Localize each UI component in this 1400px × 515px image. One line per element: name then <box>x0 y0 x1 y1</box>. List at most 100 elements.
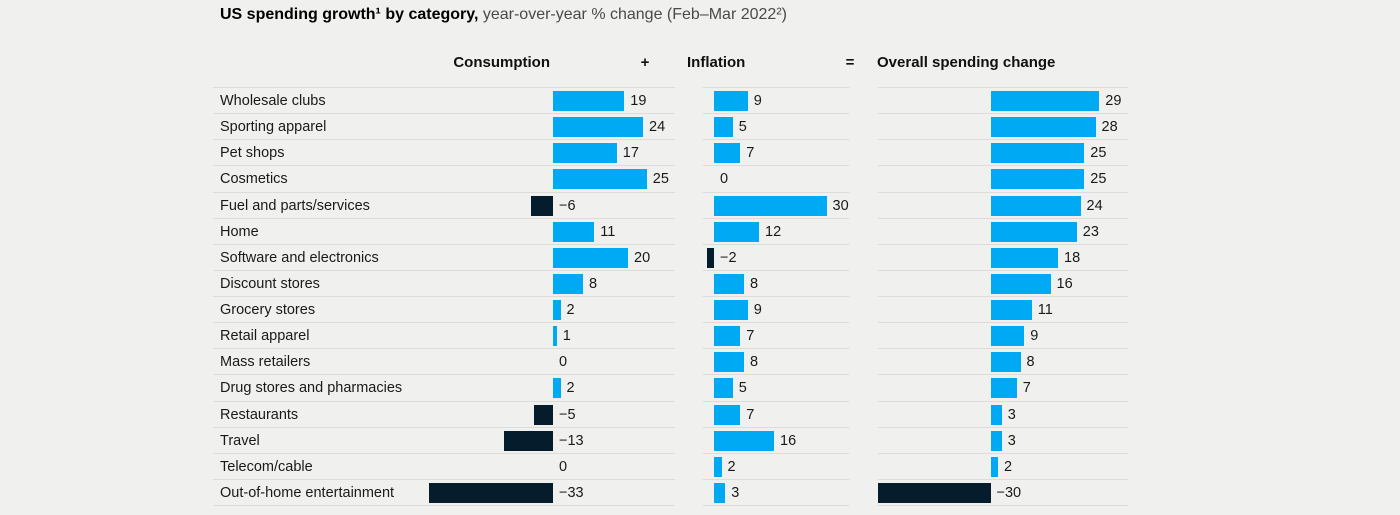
overall-row: 2 <box>878 454 1128 480</box>
consumption-bar <box>553 247 628 268</box>
inflation-row: 2 <box>703 454 849 480</box>
inflation-row: 9 <box>703 88 849 115</box>
category-label: Pet shops <box>220 145 285 162</box>
inflation-row: 3 <box>703 480 849 506</box>
overall-value-label: 29 <box>1105 93 1122 109</box>
consumption-value-label: −5 <box>559 406 576 423</box>
overall-row: 8 <box>878 349 1128 376</box>
inflation-bar <box>706 247 714 268</box>
consumption-bar <box>553 117 643 138</box>
consumption-row: Cosmetics 25 <box>213 166 675 193</box>
chart-title: US spending growth¹ by category, year-ov… <box>220 6 787 24</box>
consumption-row: Telecom/cable 0 <box>213 454 675 480</box>
inflation-value-label: 12 <box>765 223 782 240</box>
column-header-overall: Overall spending change <box>877 54 1056 71</box>
consumption-value-label: 0 <box>559 458 568 475</box>
inflation-bar-column: 9 5 7 0 30 12 −2 8 9 7 8 5 7 16 2 3 <box>703 87 849 506</box>
inflation-value-label: 3 <box>731 484 740 501</box>
consumption-row: Drug stores and pharmacies 2 <box>213 375 675 402</box>
inflation-value-label: 9 <box>753 93 762 109</box>
inflation-bar <box>714 221 759 242</box>
inflation-row: 0 <box>703 166 849 193</box>
inflation-row: −2 <box>703 245 849 271</box>
inflation-row: 16 <box>703 428 849 454</box>
inflation-row: 7 <box>703 323 849 350</box>
consumption-bar <box>553 143 617 164</box>
consumption-value-label: 24 <box>649 119 666 136</box>
consumption-value-label: 17 <box>622 145 639 162</box>
overall-bar <box>990 117 1096 138</box>
overall-row: 11 <box>878 297 1128 324</box>
overall-value-label: 2 <box>1004 458 1013 475</box>
inflation-bar <box>714 430 774 451</box>
inflation-value-label: 2 <box>727 458 736 475</box>
overall-bar <box>990 300 1032 320</box>
inflation-value-label: 7 <box>746 328 755 345</box>
overall-bar <box>990 91 1100 111</box>
plus-operator: + <box>640 54 650 71</box>
consumption-bar <box>553 326 557 347</box>
overall-value-label: 11 <box>1037 302 1053 318</box>
overall-row: −30 <box>878 480 1128 506</box>
inflation-row: 5 <box>703 375 849 402</box>
inflation-bar <box>714 326 741 347</box>
inflation-bar <box>714 404 741 425</box>
consumption-value-label: 2 <box>566 380 575 397</box>
overall-bar <box>990 456 998 477</box>
consumption-row: Out-of-home entertainment −33 <box>213 480 675 506</box>
inflation-value-label: 7 <box>746 406 755 423</box>
consumption-bar <box>553 91 625 111</box>
overall-value-label: −30 <box>996 484 1022 501</box>
overall-bar <box>990 404 1002 425</box>
overall-row: 3 <box>878 428 1128 454</box>
category-label: Restaurants <box>220 406 299 423</box>
category-label: Travel <box>220 432 260 449</box>
category-label: Software and electronics <box>220 249 379 266</box>
inflation-value-label: 5 <box>738 380 747 397</box>
consumption-bar <box>553 273 583 294</box>
consumption-row: Software and electronics 20 <box>213 245 675 271</box>
consumption-bar <box>530 195 553 216</box>
overall-bar <box>990 430 1002 451</box>
consumption-value-label: −33 <box>559 484 584 501</box>
overall-value-label: 7 <box>1022 380 1031 397</box>
inflation-value-label: 30 <box>832 197 849 214</box>
category-label: Wholesale clubs <box>220 93 326 109</box>
consumption-row: Home 11 <box>213 219 675 245</box>
consumption-bar <box>429 482 553 503</box>
overall-bar <box>990 143 1085 164</box>
overall-value-label: 9 <box>1030 328 1039 345</box>
overall-row: 28 <box>878 114 1128 141</box>
consumption-value-label: 8 <box>589 275 598 292</box>
inflation-value-label: −2 <box>720 249 737 266</box>
inflation-row: 9 <box>703 297 849 324</box>
consumption-value-label: 2 <box>566 302 575 318</box>
category-label: Cosmetics <box>220 171 288 188</box>
overall-bar-column: 29 28 25 25 24 23 18 16 11 9 8 7 3 3 2 −30 <box>878 87 1128 506</box>
consumption-row: Grocery stores 2 <box>213 297 675 324</box>
inflation-bar <box>714 117 733 138</box>
inflation-bar <box>714 273 744 294</box>
inflation-bar <box>714 352 744 373</box>
column-header-inflation: Inflation <box>687 54 746 71</box>
inflation-row: 5 <box>703 114 849 141</box>
overall-value-label: 16 <box>1056 275 1073 292</box>
inflation-value-label: 16 <box>780 432 797 449</box>
consumption-bar <box>553 221 595 242</box>
inflation-row: 30 <box>703 193 849 219</box>
inflation-row: 8 <box>703 349 849 376</box>
overall-bar <box>990 195 1081 216</box>
overall-bar <box>990 247 1058 268</box>
consumption-value-label: 0 <box>559 354 568 371</box>
inflation-value-label: 8 <box>750 275 759 292</box>
overall-row: 25 <box>878 140 1128 167</box>
chart-title-bold: US spending growth¹ by category, <box>220 6 479 23</box>
consumption-bar <box>504 430 553 451</box>
inflation-bar <box>714 482 726 503</box>
chart-title-subtitle: year-over-year % change (Feb–Mar 2022²) <box>478 6 787 23</box>
consumption-bar <box>553 300 561 320</box>
consumption-value-label: 19 <box>630 93 647 109</box>
overall-bar <box>990 273 1051 294</box>
category-label: Discount stores <box>220 275 320 292</box>
